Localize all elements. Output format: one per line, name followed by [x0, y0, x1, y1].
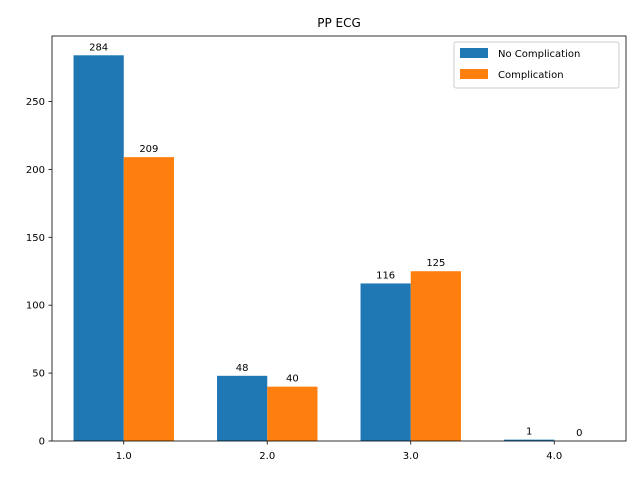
bar-complication-1.0 [123, 157, 174, 441]
data-label: 48 [236, 363, 249, 374]
bar-no-complication-2.0 [217, 375, 268, 441]
y-tick-label: 100 [26, 301, 45, 312]
y-tick-label: 150 [26, 233, 45, 244]
chart-title: PP ECG [317, 16, 361, 30]
data-label: 40 [286, 374, 299, 385]
legend-label: No Complication [498, 49, 580, 60]
bar-no-complication-3.0 [360, 283, 411, 441]
axes-frame [51, 35, 627, 442]
x-tick-label: 1.0 [116, 451, 132, 462]
x-tick-label: 3.0 [403, 451, 419, 462]
bar-complication-2.0 [267, 386, 318, 441]
legend-swatch [460, 69, 488, 79]
legend-box [453, 41, 620, 89]
data-label: 0 [576, 428, 582, 439]
data-label: 284 [89, 42, 108, 53]
y-tick-label: 0 [39, 437, 45, 448]
x-tick-label: 4.0 [546, 451, 562, 462]
axes: 0 50 100 150 200 250 1.0 2.0 3.0 4.0 [26, 35, 627, 462]
y-tick-label: 50 [32, 369, 45, 380]
x-tick-label: 2.0 [259, 451, 275, 462]
data-label: 116 [376, 270, 395, 281]
legend-label: Complication [498, 70, 564, 81]
bar-no-complication-1.0 [73, 55, 124, 442]
data-label: 125 [426, 258, 445, 269]
legend: No Complication Complication [453, 41, 620, 89]
y-tick-label: 200 [26, 165, 45, 176]
plot-area: 284 48 116 1 209 40 125 0 [73, 42, 583, 442]
legend-swatch [460, 48, 488, 58]
y-tick-label: 250 [26, 97, 45, 108]
bar-complication-3.0 [410, 271, 461, 441]
bar-no-complication-4.0 [504, 439, 555, 441]
data-label: 1 [526, 427, 532, 438]
data-label: 209 [139, 144, 158, 155]
